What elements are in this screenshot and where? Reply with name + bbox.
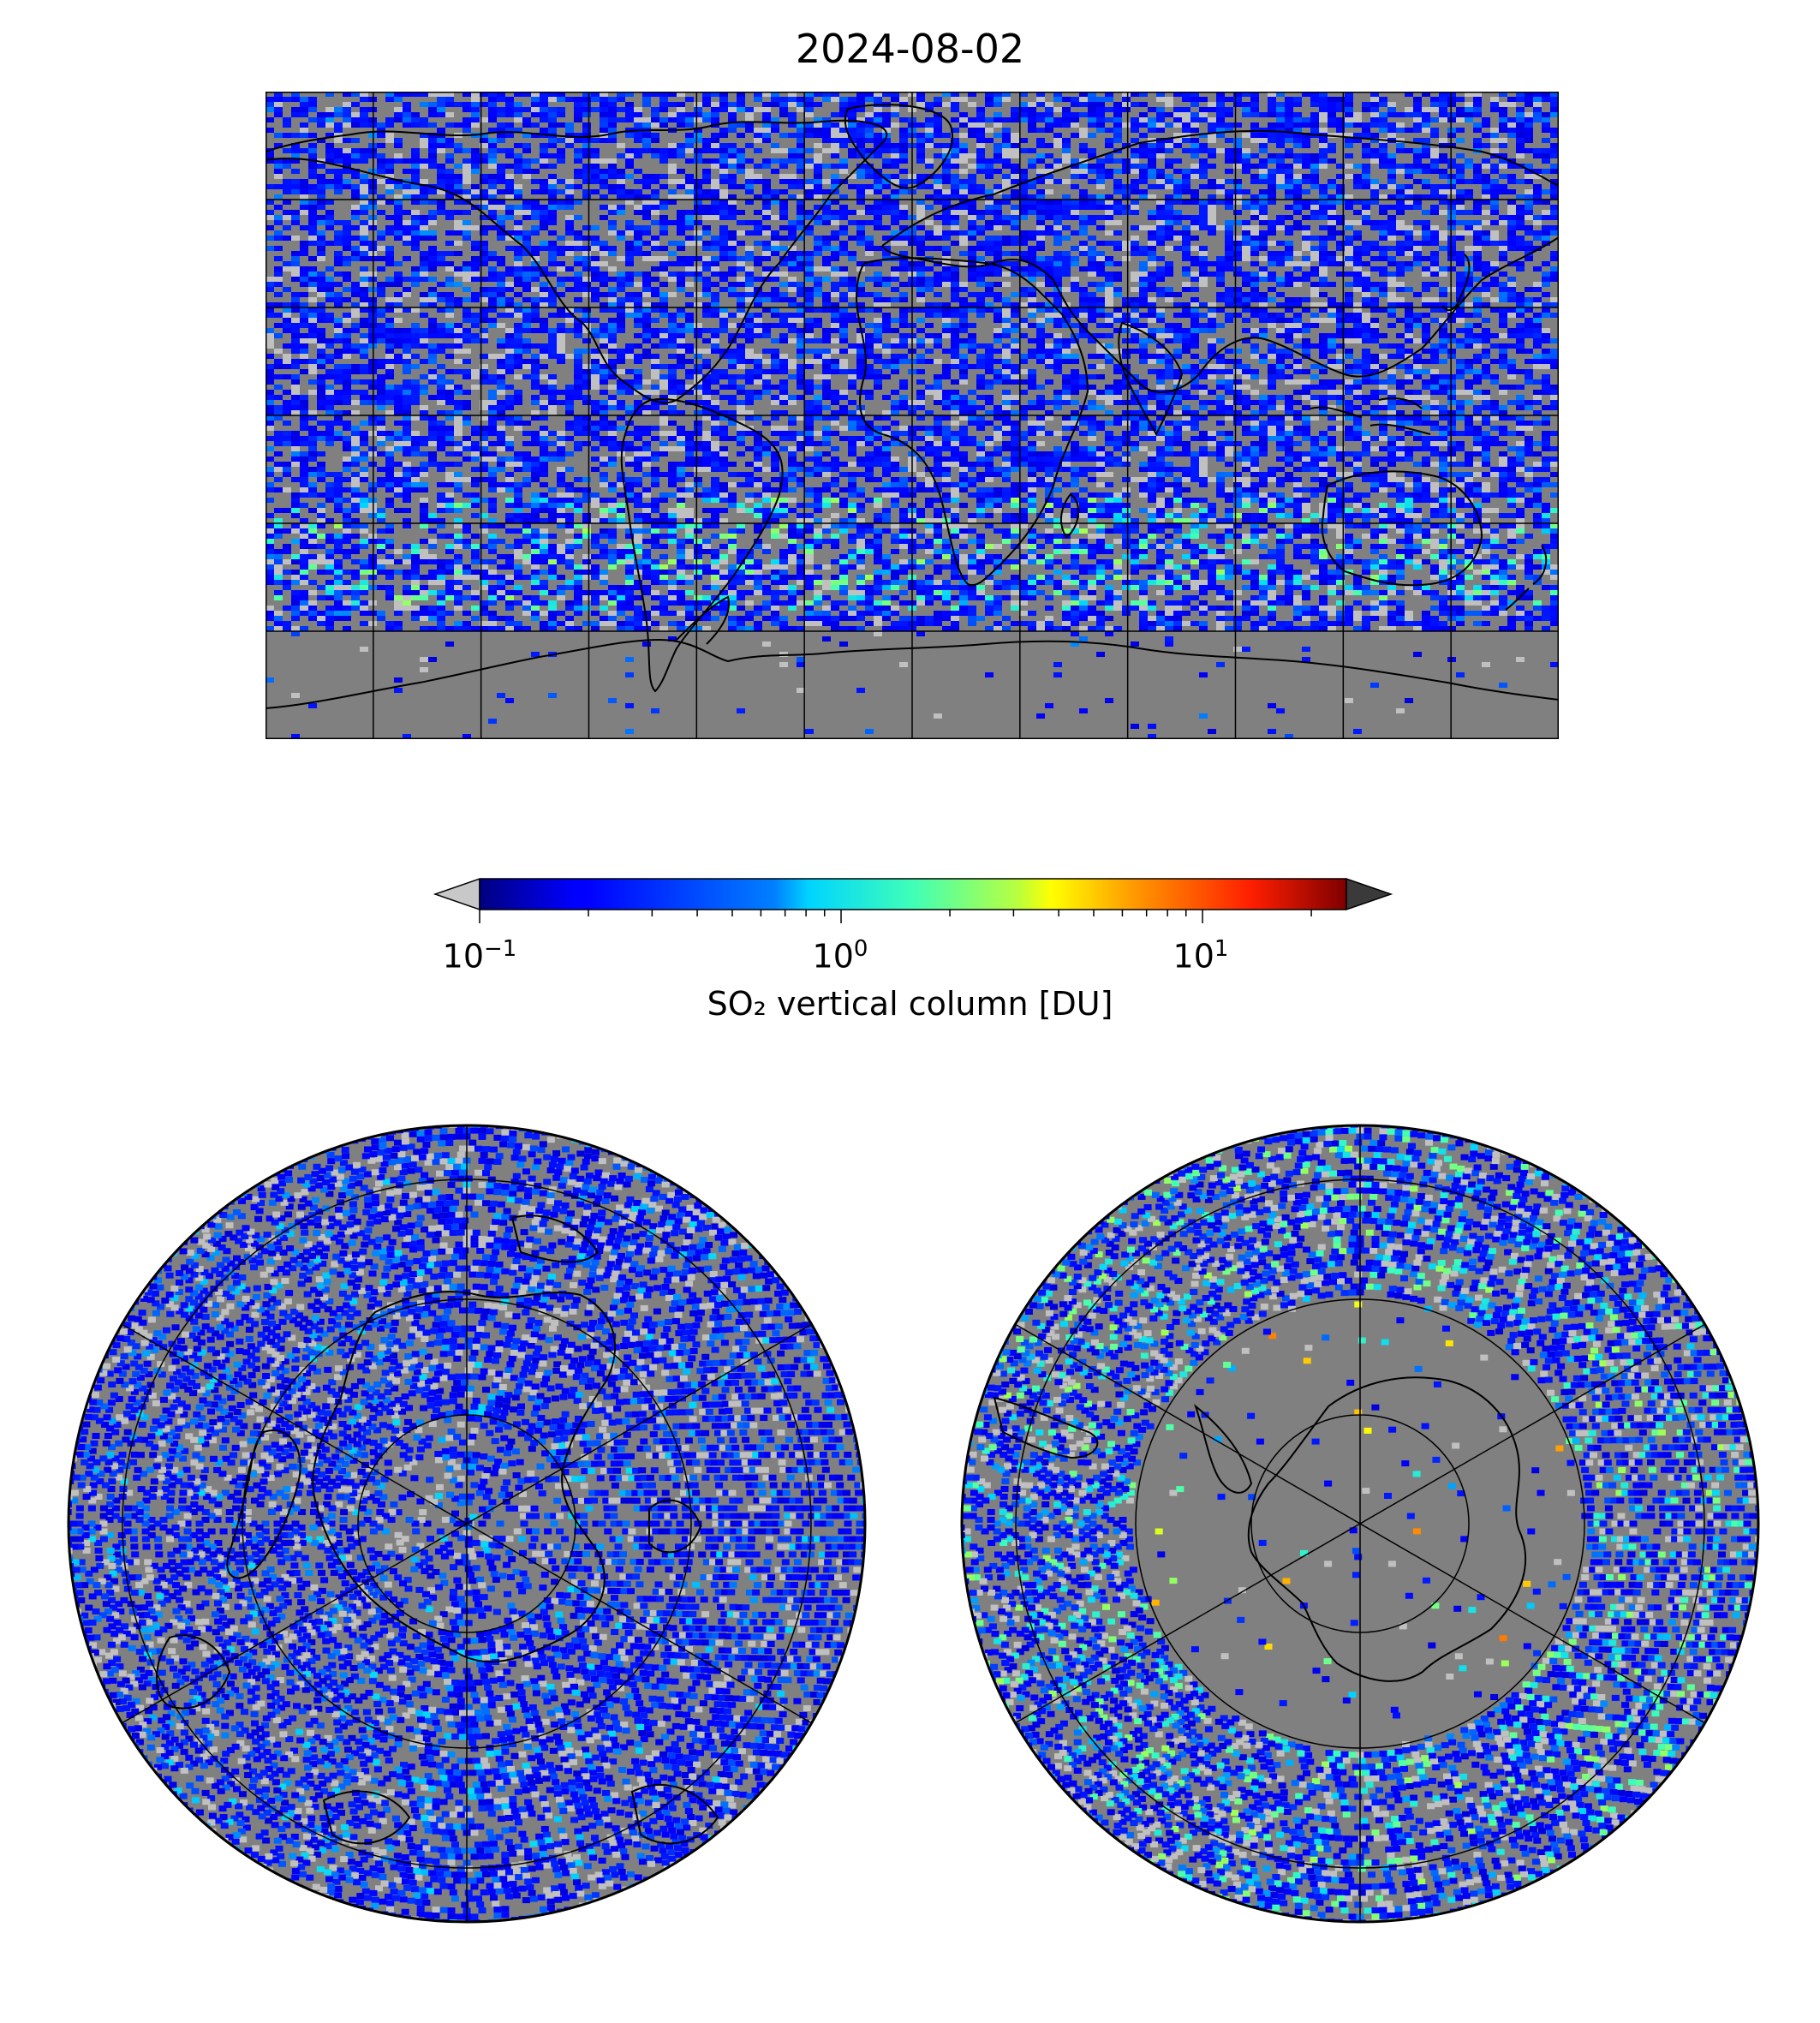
world-coastlines <box>266 104 1559 709</box>
world-so2-pixels <box>266 92 1559 739</box>
north-polar-map <box>67 1124 867 1924</box>
world-gridlines <box>266 92 1559 739</box>
colorbar-tick-label-2: 101 <box>1173 936 1229 976</box>
south-polar-map <box>960 1124 1760 1924</box>
figure-title: 2024-08-02 <box>0 26 1820 72</box>
colorbar-over-arrow <box>1346 877 1393 911</box>
colorbar-ticks <box>479 910 1312 923</box>
world-map <box>266 92 1559 739</box>
colorbar-tick-label-0: 10−1 <box>443 936 517 976</box>
colorbar-tick-label-1: 100 <box>813 936 868 976</box>
colorbar-under-arrow <box>433 877 480 911</box>
north-gridlines <box>121 1125 813 1922</box>
north-coastlines <box>156 1214 719 1845</box>
colorbar <box>433 877 1393 923</box>
colorbar-label: SO₂ vertical column [DU] <box>0 985 1820 1023</box>
south-gridlines <box>1014 1125 1706 1922</box>
north-so2-pixels <box>69 1125 865 1922</box>
colorbar-gradient <box>480 879 1346 910</box>
